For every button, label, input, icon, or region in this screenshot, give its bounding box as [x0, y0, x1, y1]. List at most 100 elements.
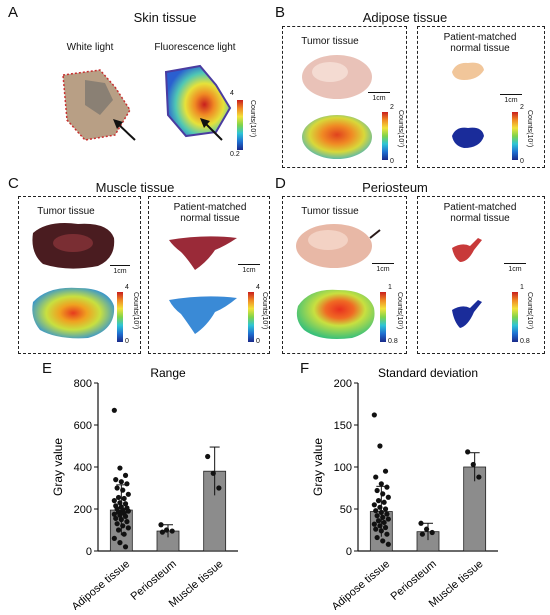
panel-c-normal-cb-top: 4 — [256, 284, 260, 291]
data-point — [124, 481, 130, 487]
data-point — [476, 474, 482, 480]
data-point — [371, 521, 377, 527]
data-point — [382, 524, 389, 531]
panel-b-normal-cb-top: 2 — [520, 104, 524, 111]
y-tick-label: 200 — [74, 504, 92, 516]
panel-b-cb-bottom: 0 — [390, 158, 394, 165]
data-point — [115, 494, 122, 501]
data-point — [373, 474, 379, 480]
data-point — [114, 521, 120, 527]
data-point — [114, 485, 120, 491]
data-point — [378, 481, 384, 487]
panel-a-white-light-label: White light — [66, 42, 114, 53]
panel-c-tumor-box — [18, 196, 141, 354]
panel-label-f: F — [300, 360, 310, 377]
data-point — [113, 515, 119, 522]
data-point — [111, 511, 117, 517]
panel-label-b: B — [275, 4, 286, 21]
panel-d-scalebar: 1cm — [372, 263, 394, 273]
data-point — [377, 523, 383, 529]
data-point — [159, 529, 165, 535]
data-point — [381, 499, 387, 505]
panel-b-normal-box — [417, 26, 545, 168]
panel-b-normal-fluorescence — [452, 127, 484, 148]
data-point — [380, 538, 386, 544]
panel-b-tumor-colorbar — [382, 112, 388, 160]
panel-a-colorbar — [237, 100, 243, 150]
panel-a-cb-unit: Counts(10⁷) — [249, 100, 256, 138]
panel-c-normal-colorbar — [248, 292, 254, 342]
x-tick-label: Adipose tissue — [330, 558, 393, 610]
y-tick-label: 600 — [74, 420, 92, 432]
data-point — [111, 498, 117, 504]
panel-b-normal-label: Patient-matched normal tissue — [443, 32, 517, 54]
panel-d-cb-top: 1 — [388, 284, 392, 291]
data-point — [374, 513, 380, 519]
panel-d-normal-colorbar — [512, 292, 518, 342]
data-point — [205, 453, 211, 460]
data-point — [374, 487, 380, 494]
panel-b-scalebar: 1cm — [368, 92, 390, 102]
panel-a-fluorescence-label: Fluorescence light — [154, 42, 236, 53]
data-point — [111, 407, 117, 413]
panel-d-normal-cb-bottom: 0.8 — [520, 338, 530, 345]
panel-d-cb-bottom: 0.8 — [388, 338, 398, 345]
panel-a-fluorescence-image — [164, 64, 232, 141]
y-tick-label: 100 — [334, 462, 352, 474]
panel-a-white-light-image — [62, 69, 136, 141]
data-point — [118, 516, 124, 523]
panel-d-normal-box — [417, 196, 545, 354]
panel-b-normal-photo — [452, 62, 484, 80]
data-point — [380, 491, 386, 497]
panel-b-tumor-photo — [302, 55, 372, 99]
panel-d-tumor-colorbar — [380, 292, 386, 342]
data-point — [125, 508, 131, 514]
data-point — [125, 525, 131, 531]
data-point — [385, 516, 391, 522]
data-point — [429, 529, 435, 536]
panel-b-normal-cb-unit: Counts(10⁷) — [526, 110, 533, 148]
data-point — [122, 544, 129, 550]
arrow-icon — [116, 122, 136, 141]
panel-b-normal-scalebar: 1cm — [500, 94, 522, 104]
panel-d-cb-unit: Counts(10⁷) — [396, 292, 403, 330]
data-point — [120, 523, 126, 529]
y-tick-label: 800 — [74, 378, 92, 390]
data-point — [122, 472, 129, 478]
panel-label-d: D — [275, 175, 286, 192]
panel-b-title: Adipose tissue — [362, 10, 448, 25]
data-point — [117, 512, 123, 518]
panel-c-cb-unit: Counts(10⁷) — [132, 292, 139, 330]
panel-label-c: C — [8, 175, 19, 192]
data-point — [377, 443, 383, 449]
panel-label-a: A — [8, 4, 19, 21]
panel-d-normal-photo — [452, 238, 482, 262]
panel-d-title: Periosteum — [362, 180, 428, 195]
data-point — [125, 491, 131, 497]
data-point — [210, 470, 216, 476]
data-point — [113, 477, 119, 483]
data-point — [117, 500, 123, 506]
data-point — [381, 519, 387, 526]
y-tick-label: 0 — [346, 546, 352, 558]
panel-c-tumor-fluorescence — [32, 287, 115, 339]
panel-c-tumor-colorbar — [117, 292, 123, 342]
arrow-icon — [203, 121, 223, 141]
chart-title: Range — [150, 366, 186, 380]
panel-d-tumor-fluorescence — [296, 289, 375, 339]
chart-standard-deviation: Standard deviation 0 50 100 150 200 Gray value… — [311, 366, 498, 610]
panel-b-cb-top: 2 — [390, 104, 394, 111]
y-axis-label: Gray value — [51, 438, 65, 496]
x-tick-label: Adipose tissue — [70, 558, 133, 610]
data-point — [465, 449, 471, 455]
panel-d-normal-fluorescence — [452, 300, 482, 328]
data-point — [385, 494, 391, 500]
panel-c-normal-photo — [169, 236, 237, 270]
data-point — [111, 535, 117, 541]
panel-d-normal-cb-unit: Counts(10⁷) — [526, 292, 533, 330]
data-point — [378, 528, 384, 534]
panel-c-cb-bottom: 0 — [125, 338, 129, 345]
data-point — [371, 412, 377, 418]
panel-c-normal-cb-unit: Counts(10⁷) — [261, 292, 268, 330]
data-point — [169, 528, 175, 534]
